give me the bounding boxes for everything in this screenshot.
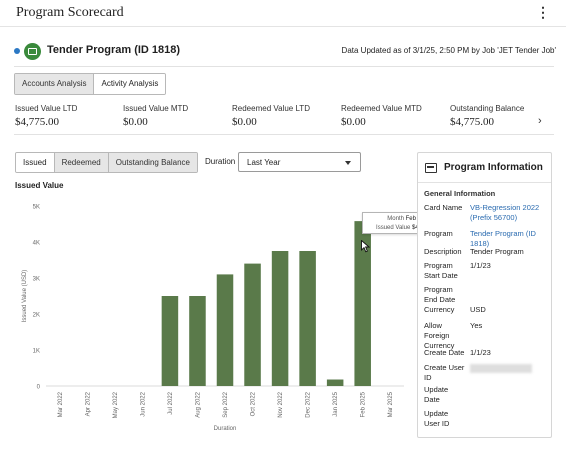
x-tick-label: Mar 2025 xyxy=(388,391,394,417)
x-tick-label: Aug 2022 xyxy=(195,391,201,417)
app-header: Program Scorecard ⋮ xyxy=(0,0,566,27)
bar-dec-2022 xyxy=(299,251,316,386)
field-label: Program Start Date xyxy=(424,261,458,280)
field-value: 1/1/23 xyxy=(470,348,491,357)
x-tick-label: Feb 2025 xyxy=(361,391,367,417)
issued-value-bar-chart: 0 1K 2K 3K 4K 5K Issued Value (USD) Mar 2022 Apr… xyxy=(22,205,404,432)
x-tick-label: Apr 2022 xyxy=(85,391,91,416)
field-label: Allow Foreign Currency xyxy=(424,321,455,350)
metric-outstanding-balance: Outstanding Balance $4,775.00 xyxy=(450,104,524,128)
field-value: USD xyxy=(470,305,486,314)
program-card-icon xyxy=(24,43,41,60)
field-label: Currency xyxy=(424,305,455,314)
tooltip-value-label: Issued Value xyxy=(376,225,411,231)
y-tick-label: 1K xyxy=(33,349,40,355)
bar-sep-2022 xyxy=(216,274,234,386)
metric-redeemed-ltd: Redeemed Value LTD $0.00 xyxy=(232,104,310,128)
kebab-menu-icon[interactable]: ⋮ xyxy=(536,4,550,20)
field-value: 1/1/23 xyxy=(470,261,491,270)
metric-issued-ltd: Issued Value LTD $4,775.00 xyxy=(15,104,77,128)
mouse-cursor-icon xyxy=(361,240,370,253)
metric-label: Outstanding Balance xyxy=(450,104,525,113)
bar-jan-2025 xyxy=(326,379,344,386)
field-link[interactable]: VB-Regression 2022 (Prefix 56700) xyxy=(470,203,540,222)
field-value: Yes xyxy=(470,321,483,330)
field-link[interactable]: Tender Program (ID 1818) xyxy=(470,229,536,248)
x-axis-label: Duration xyxy=(214,426,237,432)
program-name: Tender Program (ID 1818) xyxy=(47,44,181,56)
duration-select[interactable]: Last Year xyxy=(238,152,361,172)
field-label: Card Name xyxy=(424,203,463,212)
metric-value: $0.00 xyxy=(341,116,366,128)
x-tick-label: Nov 2022 xyxy=(278,391,284,417)
data-updated-text: Data Updated as of 3/1/25, 2:50 PM by Jo… xyxy=(341,46,556,55)
x-tick-label: May 2022 xyxy=(113,391,119,418)
tab-activity-analysis[interactable]: Activity Analysis xyxy=(94,74,166,94)
toggle-outstanding-balance[interactable]: Outstanding Balance xyxy=(108,153,197,172)
bar-oct-2022 xyxy=(244,263,261,386)
chevron-down-icon xyxy=(345,161,351,165)
divider xyxy=(14,134,554,135)
x-tick-label: Jun 2022 xyxy=(140,391,146,416)
field-label: Update Date xyxy=(424,385,449,404)
bar-feb-2025 xyxy=(354,221,371,386)
field-label: Create Date xyxy=(424,348,465,357)
metric-value: $4,775.00 xyxy=(450,116,494,128)
metric-label: Issued Value LTD xyxy=(15,104,78,113)
y-tick-label: 2K xyxy=(33,313,40,319)
card-icon xyxy=(425,163,437,173)
field-label: Program End Date xyxy=(424,285,456,304)
x-tick-label: Jul 2022 xyxy=(168,391,174,414)
program-header: Tender Program (ID 1818) Data Updated as… xyxy=(14,42,556,62)
field-label: Update User ID xyxy=(424,409,450,428)
chevron-right-icon[interactable]: › xyxy=(538,115,542,127)
x-tick-label: Jan 2025 xyxy=(333,391,339,416)
toggle-redeemed[interactable]: Redeemed xyxy=(54,153,109,172)
panel-title: Program Information xyxy=(444,162,543,173)
metric-label: Redeemed Value MTD xyxy=(341,104,422,113)
y-tick-label: 3K xyxy=(33,277,40,283)
duration-label: Duration xyxy=(205,157,236,166)
section-heading: General Information xyxy=(424,189,496,198)
status-dot-icon xyxy=(14,48,20,54)
y-tick-label: 4K xyxy=(33,241,40,247)
metric-label: Issued Value MTD xyxy=(123,104,189,113)
bar-jul-2022 xyxy=(161,296,179,386)
field-label: Description xyxy=(424,247,462,256)
metric-redeemed-mtd: Redeemed Value MTD $0.00 xyxy=(341,104,422,128)
redacted-value xyxy=(470,363,532,373)
toggle-issued[interactable]: Issued xyxy=(16,153,55,172)
field-label: Program xyxy=(424,229,453,238)
analysis-tabs: Accounts Analysis Activity Analysis xyxy=(14,73,167,95)
x-tick-label: Dec 2022 xyxy=(306,391,312,417)
x-tick-label: Oct 2022 xyxy=(251,391,257,416)
series-toggle: Issued Redeemed Outstanding Balance xyxy=(15,152,198,173)
x-tick-label: Sep 2022 xyxy=(223,391,229,417)
field-label: Create User ID xyxy=(424,363,465,382)
metric-value: $0.00 xyxy=(123,116,148,128)
tooltip-month-label: Month xyxy=(387,216,404,222)
tab-accounts-analysis[interactable]: Accounts Analysis xyxy=(15,74,95,94)
metric-issued-mtd: Issued Value MTD $0.00 xyxy=(123,104,188,128)
field-value xyxy=(470,363,550,373)
page-title: Program Scorecard xyxy=(16,5,124,20)
metric-label: Redeemed Value LTD xyxy=(232,104,310,113)
divider xyxy=(14,66,554,67)
field-value: Tender Program xyxy=(470,247,524,256)
bar-nov-2022 xyxy=(271,251,289,386)
y-tick-label: 5K xyxy=(33,205,40,211)
program-information-panel: Program Information General Information … xyxy=(417,152,552,438)
chart-title: Issued Value xyxy=(15,181,64,190)
bar-aug-2022 xyxy=(189,296,206,386)
panel-header: Program Information xyxy=(418,153,551,183)
metric-value: $4,775.00 xyxy=(15,116,59,128)
duration-value: Last Year xyxy=(247,158,281,167)
y-tick-label: 0 xyxy=(37,385,41,391)
x-tick-label: Mar 2022 xyxy=(58,391,64,417)
y-axis-label: Issued Value (USD) xyxy=(22,270,28,323)
metric-value: $0.00 xyxy=(232,116,257,128)
